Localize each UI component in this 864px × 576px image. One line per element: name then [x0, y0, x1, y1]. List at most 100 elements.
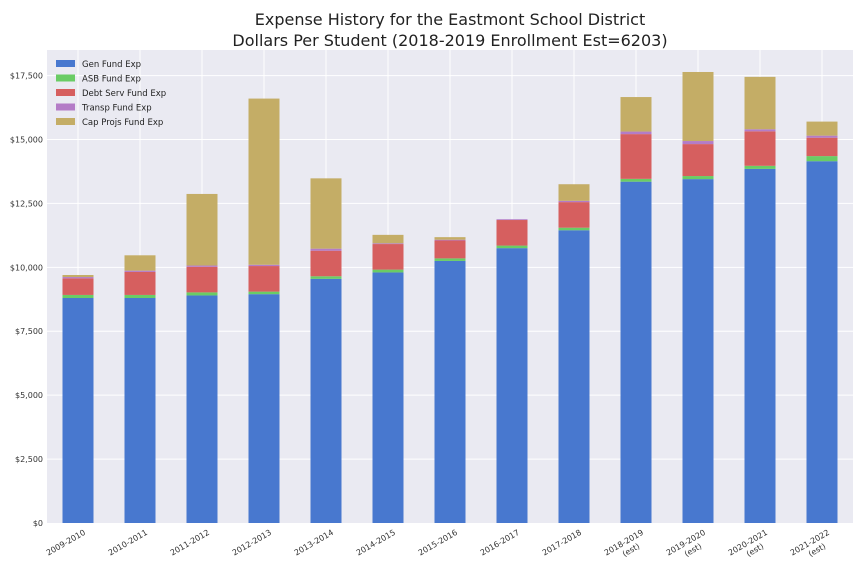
- x-tick-label-text: 2013-2014: [293, 528, 335, 558]
- y-axis-ticks: $0 $2,500 $5,000 $7,500 $10,000 $12,500 $15,00…: [10, 72, 43, 528]
- legend-label: Gen Fund Exp: [82, 60, 141, 70]
- x-tick-label: 2017-2018: [541, 528, 583, 558]
- bar-segment-5: [744, 76, 776, 130]
- bar-segment-3: [124, 271, 156, 295]
- y-tick-label: $10,000: [10, 263, 43, 272]
- bar-segment-4: [806, 135, 838, 138]
- y-tick-label: $12,500: [10, 199, 43, 208]
- legend-swatch: [56, 103, 75, 111]
- x-tick-label-text: 2014-2015: [355, 528, 397, 558]
- x-tick-label-text: 2015-2016: [417, 528, 459, 558]
- bar-segment-5: [124, 255, 156, 271]
- bar-segment-2: [806, 156, 838, 162]
- x-tick-label-text: 2016-2017: [479, 528, 521, 558]
- bar-segment-1: [682, 179, 714, 523]
- bar-segment-2: [434, 258, 466, 261]
- bar-segment-2: [558, 227, 590, 231]
- bar-segment-2: [620, 178, 652, 182]
- legend-swatch: [56, 89, 75, 96]
- x-tick-label: 2009-2010: [45, 528, 87, 558]
- chart-subtitle: Dollars Per Student (2018-2019 Enrollmen…: [232, 31, 667, 50]
- bar-segment-4: [620, 131, 652, 135]
- bar-segment-2: [62, 294, 94, 299]
- bar-segment-4: [124, 270, 156, 272]
- x-tick-label: 2021-2022(est): [789, 528, 831, 559]
- x-tick-label-text: 2009-2010: [45, 528, 87, 558]
- x-tick-label: 2019-2020(est): [665, 528, 707, 559]
- bar-segment-4: [248, 264, 280, 267]
- bar-segment-1: [744, 168, 776, 523]
- bar-segment-3: [744, 131, 776, 166]
- bar-segment-5: [434, 237, 466, 240]
- bar-segment-1: [558, 230, 590, 524]
- bar-segment-3: [434, 240, 466, 259]
- x-tick-label: 2020-2021(est): [727, 528, 769, 559]
- bar-segment-1: [806, 161, 838, 523]
- y-tick-label: $15,000: [10, 135, 43, 144]
- bar-segment-4: [434, 239, 466, 241]
- bar-segment-5: [682, 71, 714, 142]
- x-tick-label: 2011-2012: [169, 528, 211, 558]
- bar-segment-3: [806, 137, 838, 157]
- legend-label: ASB Fund Exp: [82, 75, 141, 85]
- bar-segment-4: [310, 248, 342, 251]
- bar-segment-2: [186, 292, 218, 296]
- bar-segment-5: [248, 98, 280, 265]
- legend-swatch: [56, 60, 75, 67]
- x-tick-label: 2018-2019(est): [603, 528, 645, 559]
- legend-label: Transp Fund Exp: [81, 104, 152, 114]
- bar-segment-4: [558, 200, 590, 203]
- bar-segment-1: [496, 248, 528, 523]
- bar-segment-3: [372, 244, 404, 270]
- bar-segment-2: [744, 165, 776, 169]
- bar-segment-5: [310, 178, 342, 249]
- bar-segment-3: [558, 202, 590, 228]
- y-tick-label: $5,000: [15, 391, 43, 400]
- legend: Gen Fund Exp ASB Fund Exp Debt Serv Fund E…: [56, 60, 166, 128]
- bar-segment-1: [372, 272, 404, 523]
- bar-segment-3: [248, 266, 280, 292]
- bar-segment-3: [620, 134, 652, 179]
- bar-segment-2: [682, 176, 714, 180]
- bar-segment-5: [806, 121, 838, 136]
- legend-label: Cap Projs Fund Exp: [82, 118, 163, 128]
- x-tick-label: 2015-2016: [417, 528, 459, 558]
- bar-segment-4: [682, 141, 714, 145]
- bar-segment-1: [310, 278, 342, 523]
- y-tick-label: $17,500: [10, 72, 43, 81]
- bar-segment-1: [620, 181, 652, 523]
- x-tick-label: 2016-2017: [479, 528, 521, 558]
- x-tick-label-text: 2017-2018: [541, 528, 583, 558]
- bar-segment-5: [186, 193, 218, 266]
- bar-segment-3: [310, 250, 342, 277]
- bar-segment-1: [434, 260, 466, 523]
- legend-swatch: [56, 74, 75, 82]
- bars: [62, 71, 838, 524]
- chart-title: Expense History for the Eastmont School …: [255, 10, 646, 29]
- bar-segment-4: [186, 265, 218, 267]
- legend-swatch: [56, 118, 75, 125]
- bar-segment-2: [310, 276, 342, 279]
- bar-segment-5: [620, 97, 652, 132]
- bar-segment-5: [62, 274, 94, 278]
- x-tick-label: 2013-2014: [293, 528, 335, 558]
- bar-segment-3: [62, 278, 94, 295]
- x-tick-label: 2010-2011: [107, 528, 149, 558]
- bar-segment-1: [248, 294, 280, 523]
- bar-segment-3: [186, 266, 218, 293]
- x-tick-label-text: 2012-2013: [231, 528, 273, 558]
- bar-segment-2: [372, 269, 404, 273]
- bar-segment-5: [372, 234, 404, 244]
- bar-segment-5: [558, 184, 590, 201]
- bar-segment-4: [62, 277, 94, 279]
- x-tick-label: 2014-2015: [355, 528, 397, 558]
- y-tick-label: $0: [33, 519, 43, 528]
- bar-segment-2: [124, 294, 156, 299]
- bar-segment-1: [186, 295, 218, 523]
- bar-segment-3: [496, 220, 528, 246]
- bar-segment-3: [682, 144, 714, 177]
- x-axis-ticks: 2009-2010 2010-2011 2011-2012 2012-2013 2013…: [45, 528, 831, 559]
- y-tick-label: $2,500: [15, 455, 43, 464]
